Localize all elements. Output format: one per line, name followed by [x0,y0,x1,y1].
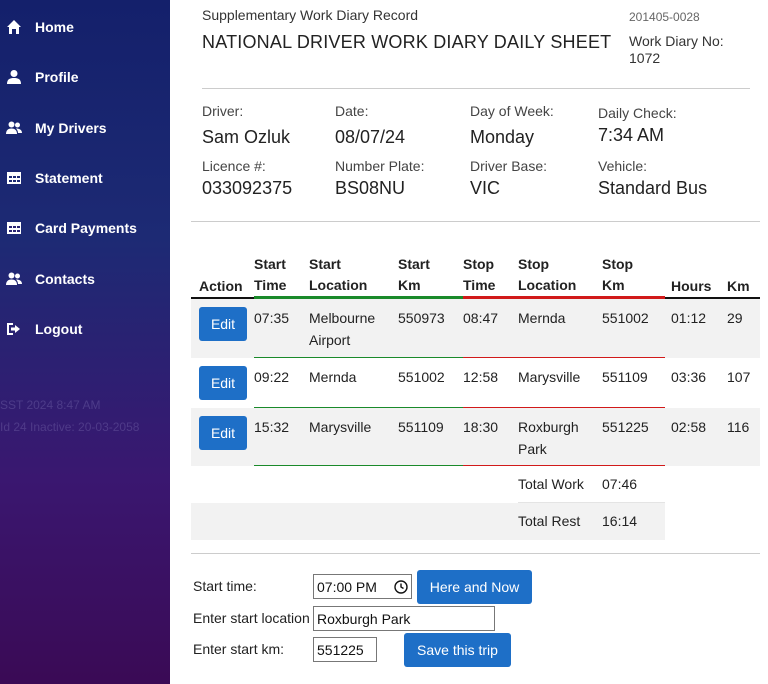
stop-km-cell: 551109 [602,357,665,408]
vehicle-label: Vehicle: [598,158,648,174]
total-work-label: Total Work [518,465,602,503]
km-cell: 116 [727,418,750,435]
licence-value: 033092375 [202,178,293,198]
page-subtitle: Supplementary Work Diary Record [202,7,419,23]
work-diary-number: 1072 [629,50,661,66]
nav-card-payments-label: Card Payments [35,220,137,236]
edit-button[interactable]: Edit [199,306,247,341]
km-cell: 29 [727,309,743,326]
daily-check-value: 7:34 AM [598,125,665,145]
hours-cell: 01:12 [671,309,707,326]
stop-km-cell: 551225 [602,407,665,466]
here-and-now-button[interactable]: Here and Now [417,570,532,604]
nav-statement-label: Statement [35,170,103,186]
day-of-week-value: Monday [470,127,535,147]
col-start-km: Start Km [398,243,463,299]
stop-km-cell: 551002 [602,297,665,358]
start-time-cell: 15:32 [254,407,309,466]
date-label: Date: [335,103,369,119]
clock-icon [394,579,408,594]
ghost-text: SST 2024 8:47 AM [0,398,101,412]
ghost-text: Id 24 Inactive: 20-03-2058 [0,420,140,434]
stop-location-cell: Marysville [518,357,602,408]
table-row: Edit 09:22 Mernda 551002 12:58 Marysvill… [191,357,760,408]
col-stop-time: Stop Time [463,243,518,299]
total-rest-label: Total Rest [518,513,581,529]
start-location-input[interactable] [313,606,495,631]
start-location-cell: Mernda [309,357,398,408]
hours-cell: 02:58 [671,418,707,435]
divider [202,88,750,89]
stop-location-cell: Roxburgh Park [518,407,602,466]
col-km: Km [721,243,760,299]
logout-icon [6,321,22,337]
sidebar: Home Profile My Drivers Statement Card P… [0,0,170,684]
start-km-cell: 551002 [398,357,463,408]
start-km-label: Enter start km: [193,641,285,657]
col-stop-location: Stop Location [518,243,602,299]
col-action: Action [191,243,254,299]
km-cell: 107 [727,368,751,385]
driver-label: Driver: [202,103,244,119]
start-location-cell: Marysville [309,407,398,466]
total-rest-value: 16:14 [602,513,638,529]
date-value: 08/07/24 [335,127,406,147]
col-start-location: Start Location [309,243,398,299]
divider [191,221,760,222]
col-start-time: Start Time [254,243,309,299]
nav-logout-label: Logout [35,321,83,337]
divider [191,553,760,554]
start-km-cell: 551109 [398,407,463,466]
start-time-cell: 07:35 [254,297,309,358]
trips-table: Action Start Time Start Location Start Km S… [191,243,760,540]
record-code: 201405-0028 [629,10,700,24]
licence-label: Licence #: [202,158,266,174]
nav-profile-label: Profile [35,69,79,85]
vehicle-value: Standard Bus [598,178,708,198]
daily-check-label: Daily Check: [598,105,677,121]
table-icon [6,170,22,186]
start-km-input[interactable] [313,637,377,662]
number-plate-value: BS08NU [335,178,406,198]
work-diary-label: Work Diary No: [629,33,724,49]
total-rest-row: Total Rest 16:14 [191,502,760,540]
stop-time-cell: 18:30 [463,407,518,466]
table-icon [6,220,22,236]
driver-base-label: Driver Base: [470,158,548,174]
start-time-value: 07:00 PM [317,578,377,595]
total-work-value: 07:46 [602,465,665,503]
home-icon [6,19,22,35]
stop-time-cell: 08:47 [463,297,518,358]
driver-value: Sam Ozluk [202,127,291,147]
start-time-input[interactable]: 07:00 PM [313,574,412,599]
start-location-cell: Melbourne Airport [309,297,398,358]
day-of-week-label: Day of Week: [470,103,554,119]
col-stop-km: Stop Km [602,243,665,299]
total-work-row: Total Work 07:46 [191,465,760,503]
number-plate-label: Number Plate: [335,158,425,174]
table-row: Edit 07:35 Melbourne Airport 550973 08:4… [191,297,760,358]
start-time-cell: 09:22 [254,357,309,408]
users-icon [6,120,22,136]
page-title: NATIONAL DRIVER WORK DIARY DAILY SHEET [202,32,612,52]
stop-time-cell: 12:58 [463,357,518,408]
user-icon [6,69,22,85]
stop-location-cell: Mernda [518,297,602,358]
hours-cell: 03:36 [671,368,707,385]
nav-my-drivers-label: My Drivers [35,120,107,136]
nav-home-label: Home [35,19,74,35]
save-trip-button[interactable]: Save this trip [404,633,511,667]
start-km-cell: 550973 [398,297,463,358]
start-location-label: Enter start location [193,610,310,626]
col-hours: Hours [665,243,721,299]
users-icon [6,271,22,287]
table-row: Edit 15:32 Marysville 551109 18:30 Roxbu… [191,407,760,466]
edit-button[interactable]: Edit [199,365,247,400]
nav-contacts-label: Contacts [35,271,95,287]
driver-base-value: VIC [470,178,501,198]
edit-button[interactable]: Edit [199,415,247,450]
start-time-label: Start time: [193,578,257,594]
